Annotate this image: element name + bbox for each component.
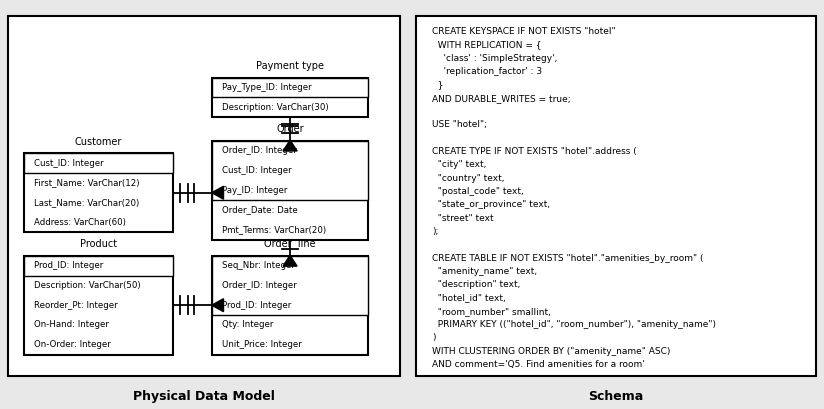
Bar: [212, 141, 368, 200]
Text: "description" text,: "description" text,: [432, 280, 521, 289]
Text: USE "hotel";: USE "hotel";: [432, 120, 487, 129]
Text: Order: Order: [276, 124, 304, 134]
Bar: [212, 256, 368, 315]
Bar: [212, 78, 368, 117]
Bar: [24, 256, 172, 355]
Bar: [24, 153, 172, 173]
Text: Prod_ID: Integer: Prod_ID: Integer: [34, 261, 103, 270]
Text: "city" text,: "city" text,: [432, 160, 486, 169]
Text: 'replication_factor' : 3: 'replication_factor' : 3: [432, 67, 542, 76]
Text: Prod_ID: Integer: Prod_ID: Integer: [222, 301, 291, 310]
Text: Schema: Schema: [588, 390, 644, 403]
Text: );: );: [432, 227, 438, 236]
Text: Last_Name: VarChar(20): Last_Name: VarChar(20): [34, 198, 139, 207]
Text: Order  line: Order line: [265, 239, 316, 249]
Text: CREATE TABLE IF NOT EXISTS "hotel"."amenities_by_room" (: CREATE TABLE IF NOT EXISTS "hotel"."amen…: [432, 254, 704, 263]
Polygon shape: [283, 255, 297, 266]
Text: "postal_code" text,: "postal_code" text,: [432, 187, 524, 196]
Bar: [24, 256, 172, 276]
Text: WITH CLUSTERING ORDER BY ("amenity_name" ASC): WITH CLUSTERING ORDER BY ("amenity_name"…: [432, 347, 671, 356]
Text: On-Order: Integer: On-Order: Integer: [34, 340, 110, 349]
Text: 'class' : 'SimpleStrategy',: 'class' : 'SimpleStrategy',: [432, 54, 558, 63]
Text: Cust_ID: Integer: Cust_ID: Integer: [222, 166, 291, 175]
Text: Qty: Integer: Qty: Integer: [222, 321, 273, 330]
Text: Payment type: Payment type: [256, 61, 324, 71]
Text: Address: VarChar(60): Address: VarChar(60): [34, 218, 125, 227]
Text: Order_Date: Date: Order_Date: Date: [222, 205, 297, 214]
Text: CREATE TYPE IF NOT EXISTS "hotel".address (: CREATE TYPE IF NOT EXISTS "hotel".addres…: [432, 147, 637, 156]
Text: On-Hand: Integer: On-Hand: Integer: [34, 321, 109, 330]
Bar: [212, 78, 368, 97]
Text: "amenity_name" text,: "amenity_name" text,: [432, 267, 537, 276]
Text: AND DURABLE_WRITES = true;: AND DURABLE_WRITES = true;: [432, 94, 571, 103]
Text: "state_or_province" text,: "state_or_province" text,: [432, 200, 550, 209]
Text: Physical Data Model: Physical Data Model: [133, 390, 275, 403]
Polygon shape: [212, 186, 223, 199]
Text: "room_number" smallint,: "room_number" smallint,: [432, 307, 551, 316]
Text: PRIMARY KEY (("hotel_id", "room_number"), "amenity_name"): PRIMARY KEY (("hotel_id", "room_number")…: [432, 320, 716, 329]
Text: Customer: Customer: [75, 137, 122, 147]
Text: CREATE KEYSPACE IF NOT EXISTS "hotel": CREATE KEYSPACE IF NOT EXISTS "hotel": [432, 27, 616, 36]
Bar: [212, 141, 368, 240]
Polygon shape: [283, 140, 297, 151]
Text: "country" text,: "country" text,: [432, 174, 504, 183]
Text: WITH REPLICATION = {: WITH REPLICATION = {: [432, 40, 541, 49]
Text: Cust_ID: Integer: Cust_ID: Integer: [34, 159, 103, 168]
Text: Pmt_Terms: VarChar(20): Pmt_Terms: VarChar(20): [222, 225, 325, 234]
Text: "street" text: "street" text: [432, 213, 494, 222]
Text: First_Name: VarChar(12): First_Name: VarChar(12): [34, 178, 139, 187]
Text: AND comment='Q5. Find amenities for a room': AND comment='Q5. Find amenities for a ro…: [432, 360, 645, 369]
Text: Order_ID: Integer: Order_ID: Integer: [222, 146, 297, 155]
Text: Description: VarChar(30): Description: VarChar(30): [222, 103, 328, 112]
Text: Order_ID: Integer: Order_ID: Integer: [222, 281, 297, 290]
Text: }: }: [432, 81, 443, 90]
Text: Reorder_Pt: Integer: Reorder_Pt: Integer: [34, 301, 117, 310]
Text: ): ): [432, 333, 436, 342]
Bar: [24, 153, 172, 232]
Text: Pay_ID: Integer: Pay_ID: Integer: [222, 186, 287, 195]
Bar: [212, 256, 368, 355]
Text: Description: VarChar(50): Description: VarChar(50): [34, 281, 140, 290]
Text: Product: Product: [80, 239, 117, 249]
Text: Pay_Type_ID: Integer: Pay_Type_ID: Integer: [222, 83, 311, 92]
Text: Seq_Nbr: Integer: Seq_Nbr: Integer: [222, 261, 294, 270]
Polygon shape: [212, 299, 223, 312]
Text: Unit_Price: Integer: Unit_Price: Integer: [222, 340, 302, 349]
Text: "hotel_id" text,: "hotel_id" text,: [432, 294, 506, 303]
